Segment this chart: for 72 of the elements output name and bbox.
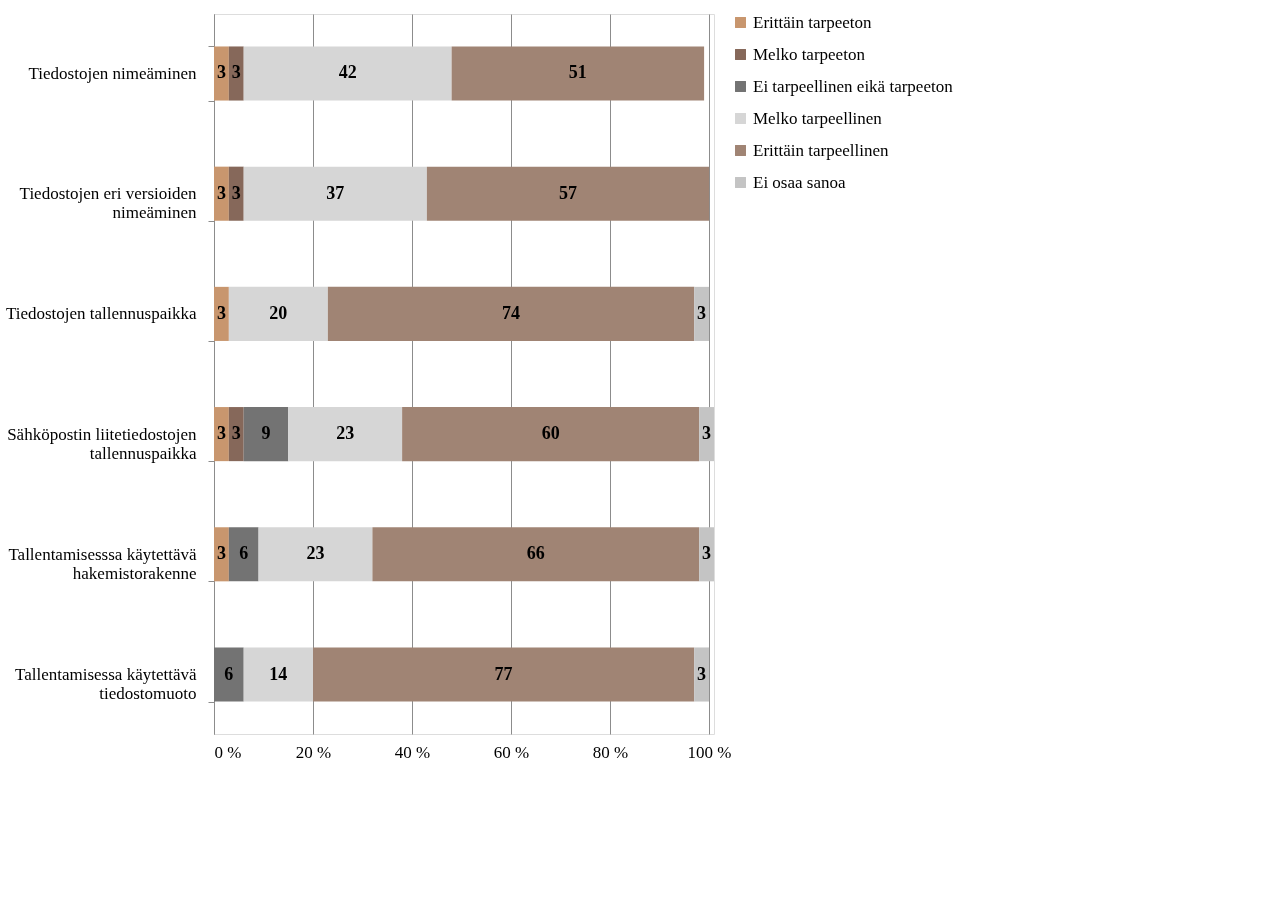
data-label: 42 [338, 62, 357, 83]
bar [214, 647, 244, 702]
x-tick-label: 40 % [394, 742, 431, 762]
x-tick-label: 100 % [687, 742, 732, 762]
y-tick-label: Sähköpostin liitetiedostojen tallennuspaikka [7, 424, 197, 463]
y-tick-label: Tiedostojen nimeäminen [28, 64, 197, 83]
bar [426, 166, 710, 221]
bar [243, 166, 427, 221]
bar [694, 286, 710, 341]
data-label: 74 [502, 302, 521, 323]
legend-label: Ei osaa sanoa [753, 172, 846, 192]
bar [699, 407, 714, 462]
y-tick-label: Tallentamisesssa käytettävä hakemistorakenne [8, 544, 197, 583]
data-label: 3 [216, 62, 226, 83]
bar [288, 407, 403, 462]
data-label: 6 [224, 663, 234, 684]
bar [214, 46, 229, 101]
data-label: 77 [494, 663, 513, 684]
bar [214, 166, 229, 221]
data-label: 37 [326, 182, 345, 203]
y-tick-label: Tiedostojen eri versioiden nimeäminen [19, 184, 197, 223]
legend-label: Melko tarpeeton [753, 44, 866, 64]
data-label: 9 [261, 423, 271, 444]
bar [694, 647, 710, 702]
data-label: 3 [697, 663, 707, 684]
data-label: 3 [702, 423, 712, 444]
legend-label: Erittäin tarpeellinen [753, 140, 889, 160]
data-label: 3 [216, 543, 226, 564]
data-label: 3 [216, 423, 226, 444]
data-label: 3 [702, 543, 712, 564]
bar [214, 407, 229, 462]
bar [243, 46, 452, 101]
x-tick-label: 0 % [214, 742, 242, 762]
bar [402, 407, 700, 462]
legend-label: Erittäin tarpeeton [753, 12, 872, 32]
data-label: 3 [231, 423, 241, 444]
data-label: 14 [269, 663, 288, 684]
bar [228, 166, 244, 221]
data-label: 66 [526, 543, 545, 564]
data-label: 23 [306, 543, 325, 564]
data-label: 57 [558, 182, 577, 203]
x-tick-label: 80 % [592, 742, 629, 762]
data-label: 51 [568, 62, 587, 83]
bar [243, 407, 289, 462]
data-label: 3 [697, 302, 707, 323]
data-label: 20 [269, 302, 288, 323]
bar [451, 46, 705, 101]
bar [228, 46, 244, 101]
bar [243, 647, 314, 702]
bar [228, 527, 259, 582]
bar [372, 527, 700, 582]
bar [699, 527, 714, 582]
data-label: 3 [216, 182, 226, 203]
y-tick-label: Tallentamisessa käytettävä tiedostomuoto [15, 665, 197, 703]
bar [214, 286, 229, 341]
data-label: 6 [239, 543, 249, 564]
legend-label: Melko tarpeellinen [753, 108, 883, 128]
legend-label: Ei tarpeellinen eikä tarpeeton [753, 76, 954, 96]
bar [313, 647, 695, 702]
bar [228, 286, 328, 341]
data-label: 3 [231, 182, 241, 203]
data-label: 60 [541, 423, 560, 444]
y-tick-label: Tiedostojen tallennuspaikka [5, 304, 197, 324]
x-tick-label: 20 % [295, 742, 332, 762]
bar [214, 527, 229, 582]
bar [258, 527, 373, 582]
bar [228, 407, 244, 462]
x-tick-label: 60 % [493, 742, 530, 762]
data-label: 3 [231, 62, 241, 83]
data-label: 23 [336, 423, 355, 444]
bar [327, 286, 695, 341]
data-label: 3 [216, 302, 226, 323]
